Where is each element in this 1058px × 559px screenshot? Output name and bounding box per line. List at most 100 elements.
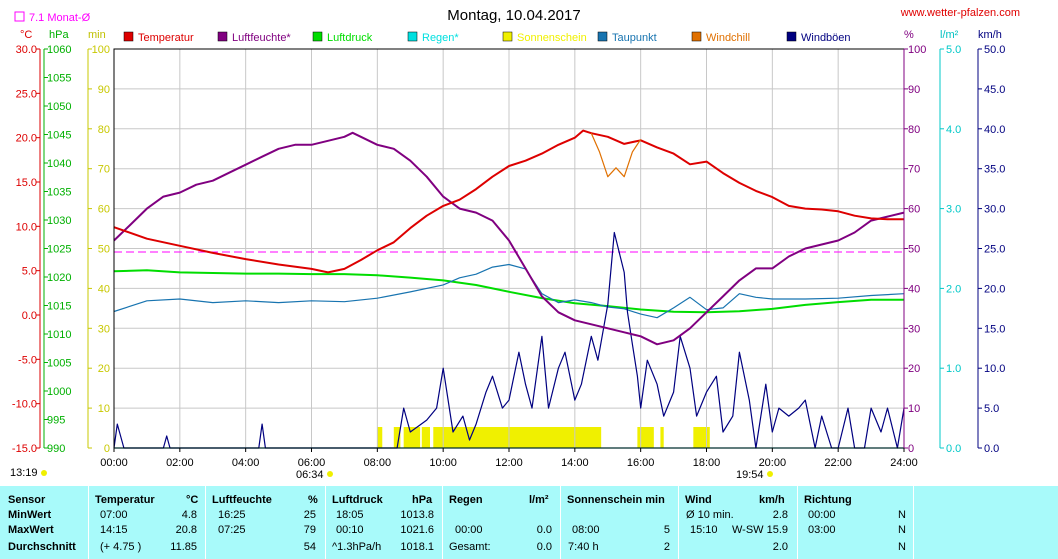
- sunshine-bars: [377, 427, 710, 448]
- wind-tick-label: 50.0: [984, 44, 1005, 56]
- x-tick-label: 06:00: [298, 457, 326, 469]
- axes: 30.0 25.0 20.0 15.0 10.0 5.0 0.0 -5.0 -10.0 -15.0…: [12, 44, 1006, 469]
- pressure-tick-label: 1035: [47, 187, 71, 199]
- hum-unit: %: [904, 29, 914, 41]
- cell-hum-val: 79: [303, 524, 316, 536]
- header-rain-unit: l/m²: [529, 494, 549, 506]
- cell-press-val: 1021.6: [400, 524, 434, 536]
- pressure-tick-label: 1015: [47, 301, 71, 313]
- pressure-tick-label: 990: [47, 443, 65, 455]
- legend-swatch-dewpoint: [597, 31, 608, 42]
- header-temp: Temperatur: [95, 494, 155, 506]
- sunshine-tick-label: 0: [104, 443, 110, 455]
- sunset-label: 19:54: [736, 469, 764, 481]
- pressure-unit: hPa: [49, 29, 69, 41]
- cell-temp-time: 14:15: [100, 524, 128, 536]
- sunshine-bar: [637, 427, 654, 448]
- temperature-tick-label: 20.0: [16, 133, 37, 145]
- cell-wind-time: 15:10: [690, 524, 718, 536]
- legend-swatch-humidity: [217, 31, 228, 42]
- humidity-tick-label: 10: [908, 403, 920, 415]
- cell-press-time: 18:05: [336, 509, 364, 521]
- x-tick-label: 24:00: [890, 457, 918, 469]
- legend-swatch-gusts: [786, 31, 797, 42]
- header-sun: Sonnenschein min: [567, 494, 665, 506]
- cell-rain-time: 00:00: [455, 524, 483, 536]
- humidity-tick-label: 70: [908, 164, 920, 176]
- sunset-sun-icon: [767, 471, 773, 477]
- rain-tick-label: 1.0: [946, 363, 961, 375]
- legend-label-sunshine: Sonnenschein: [517, 32, 587, 44]
- header-hum: Luftfeuchte: [212, 494, 272, 506]
- cell-press-time: 00:10: [336, 524, 364, 536]
- sunshine-bar: [421, 427, 430, 448]
- wind-tick-label: 5.0: [984, 403, 999, 415]
- temp-unit: °C: [20, 29, 32, 41]
- wind-tick-label: 20.0: [984, 283, 1005, 295]
- header-wind-unit: km/h: [759, 494, 785, 506]
- legend-label-pressure: Luftdruck: [327, 32, 373, 44]
- humidity-tick-label: 50: [908, 244, 920, 256]
- cell-wind-time: Ø 10 min.: [686, 509, 734, 521]
- row-label: MaxWert: [8, 524, 54, 536]
- cell-temp-val: 4.8: [181, 509, 197, 521]
- row-label: Durchschnitt: [8, 541, 76, 553]
- cell-temp-time: 07:00: [100, 509, 128, 521]
- sunshine-tick-label: 50: [98, 244, 110, 256]
- sunshine-bar: [403, 427, 421, 448]
- humidity-tick-label: 40: [908, 283, 920, 295]
- sunshine-tick-label: 40: [98, 283, 110, 295]
- header-press: Luftdruck: [332, 494, 383, 506]
- cell-rain-val: 0.0: [536, 524, 552, 536]
- legend-swatch-sunshine: [502, 31, 513, 42]
- legend-label-gusts: Windböen: [801, 32, 851, 44]
- header-hum-unit: %: [308, 494, 318, 506]
- sunshine-tick-label: 100: [92, 44, 110, 56]
- sunshine-tick-label: 80: [98, 124, 110, 136]
- cell-sun-time: 7:40 h: [568, 541, 599, 553]
- sunshine-tick-label: 90: [98, 84, 110, 96]
- sunshine-tick-label: 20: [98, 363, 110, 375]
- cell-sun-val: 2: [663, 541, 670, 553]
- wind-tick-label: 0.0: [984, 443, 999, 455]
- series-pressure: [113, 269, 904, 314]
- temperature-tick-label: -10.0: [12, 399, 37, 411]
- pressure-tick-label: 1040: [47, 158, 71, 170]
- legend-swatch-temperature: [123, 31, 134, 42]
- x-tick-label: 08:00: [364, 457, 392, 469]
- cell-press-val: 1013.8: [400, 509, 434, 521]
- legend: Temperatur Luftfeuchte* Luftdruck Regen* Son…: [123, 31, 851, 44]
- legend-swatch-pressure: [312, 31, 323, 42]
- sun-unit: min: [88, 29, 106, 41]
- temperature-tick-label: 25.0: [16, 88, 37, 100]
- humidity-tick-label: 100: [908, 44, 926, 56]
- cell-wind-val: 2.0: [772, 541, 788, 553]
- x-tick-label: 16:00: [627, 457, 655, 469]
- cell-hum-time: 07:25: [218, 524, 246, 536]
- wind-tick-label: 35.0: [984, 164, 1005, 176]
- sunshine-bar: [660, 427, 664, 448]
- legend-swatch-rain: [407, 31, 418, 42]
- humidity-tick-label: 60: [908, 204, 920, 216]
- cell-wind-val: 15.9: [766, 524, 788, 536]
- legend-label-temperature: Temperatur: [138, 32, 194, 44]
- cell-hum-val: 25: [303, 509, 316, 521]
- wind-tick-label: 40.0: [984, 124, 1005, 136]
- humidity-tick-label: 0: [908, 443, 914, 455]
- cell-rain-time: Gesamt:: [449, 541, 491, 553]
- cell-sun-val: 5: [663, 524, 670, 536]
- header-wind: Wind: [685, 494, 712, 506]
- day-start-label: 13:19: [10, 467, 38, 479]
- rain-unit: l/m²: [940, 29, 959, 41]
- header-dir: Richtung: [804, 494, 852, 506]
- header-rain: Regen: [449, 494, 483, 506]
- pressure-tick-label: 1030: [47, 215, 71, 227]
- temperature-tick-label: 0.0: [22, 310, 37, 322]
- header-sensor: Sensor: [8, 494, 46, 506]
- cell-hum-val: 54: [303, 541, 316, 553]
- wind-tick-label: 45.0: [984, 84, 1005, 96]
- weather-chart: 30.0 25.0 20.0 15.0 10.0 5.0 0.0 -5.0 -10.0 -15.0…: [10, 7, 1020, 481]
- row-label: MinWert: [8, 509, 52, 521]
- sunshine-bar: [693, 427, 710, 448]
- pressure-tick-label: 1010: [47, 329, 71, 341]
